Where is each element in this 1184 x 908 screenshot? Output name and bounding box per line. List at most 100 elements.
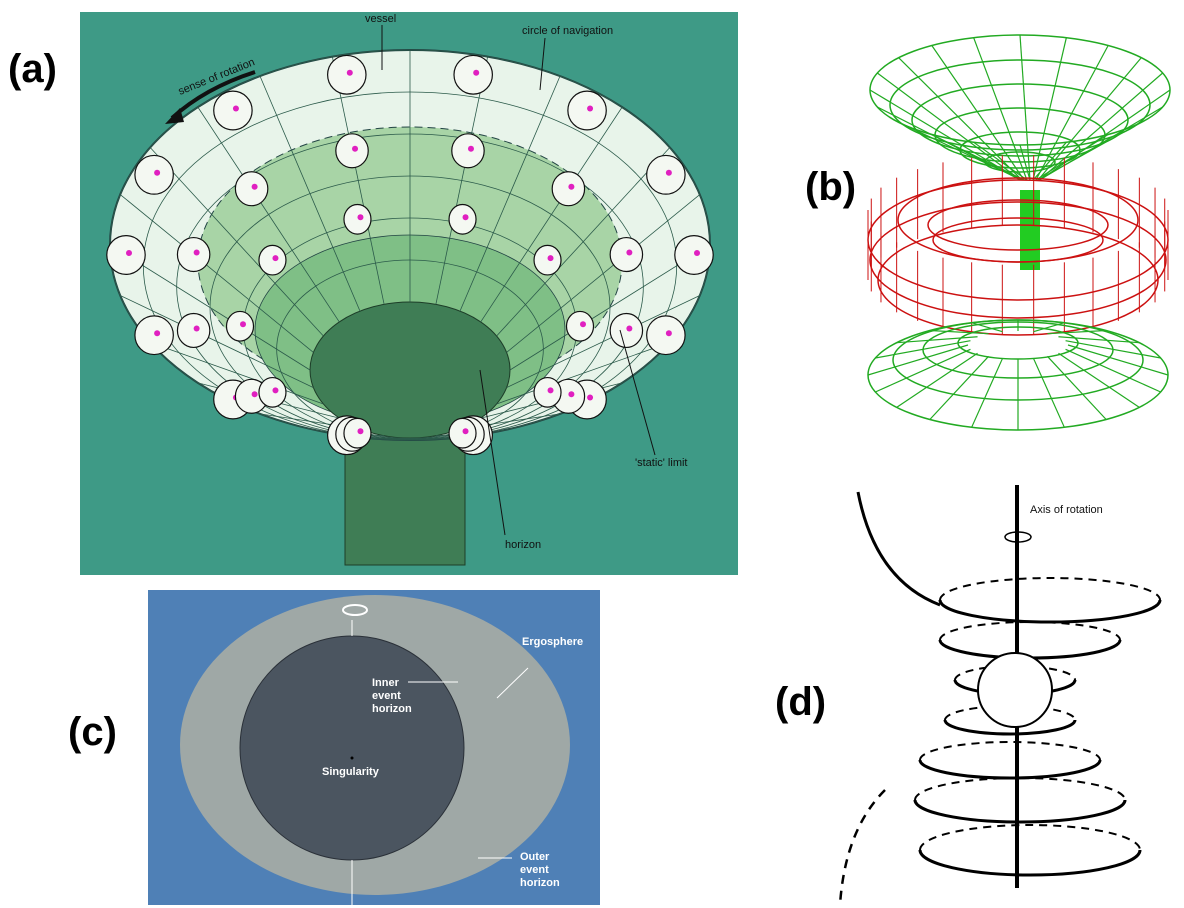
vessel-dot [462,214,469,221]
vessel-dot [357,428,364,435]
annotation: circle of navigation [522,25,613,37]
vessel-dot [357,214,364,221]
vessel-dot [251,183,258,190]
annotation: Outer event horizon [520,851,560,889]
vessel [225,310,255,342]
loop-front [918,759,1102,780]
wire [867,344,969,376]
loop-back [919,741,1101,761]
vessel [567,90,607,131]
vessel-dot [626,325,633,332]
vessel-dot [193,249,200,256]
grid-radial [480,106,623,323]
annotation: Singularity [322,766,380,778]
rotation-symbol [342,604,368,616]
vessel-dot [580,321,586,328]
vessel [134,315,174,356]
vessel-dot [547,387,554,394]
vessel-dot [665,169,672,176]
sphere [977,652,1053,728]
event-horizon [239,635,465,861]
grid-radial [109,244,311,371]
wire [889,59,1151,151]
wire [869,89,1021,181]
wire [973,141,1028,181]
annotation: Ergosphere [522,636,583,648]
vessel [106,235,146,275]
leader [619,329,656,456]
wire [1065,348,1161,393]
vessel-dot [694,250,700,256]
vessel-dot [154,169,161,176]
vessel [258,376,287,408]
vessel [213,90,253,131]
loop-back [919,824,1141,851]
annotation: Inner event horizon [372,677,412,715]
vessel [646,154,686,195]
grid-radial [459,75,561,312]
vessel [565,310,595,342]
vessel [343,203,372,235]
annotation: horizon [505,539,541,551]
grid-radial [150,342,324,405]
wire [959,131,1081,169]
wire [1065,340,1161,359]
wire [876,72,1021,181]
annotation: 'static' limit [635,457,687,469]
grid-radial [197,106,340,323]
wire [875,348,971,393]
wire [1035,45,1109,181]
vessel [551,171,586,207]
leader [479,369,506,536]
grid-radial [120,295,314,388]
vessel-dot [568,183,575,190]
wire [932,217,1104,263]
grid-radial [506,295,700,388]
loop-back [944,705,1076,721]
wire [973,37,1028,181]
spiral [913,577,1162,877]
wire [1019,144,1031,181]
loop-front [943,719,1077,736]
vessel-dot [240,321,246,328]
wire [1037,121,1142,181]
vessel [533,244,562,276]
grid-radial [509,244,711,371]
vessel [646,315,686,356]
loop-front [938,599,1162,624]
vessel [343,417,372,449]
vessel [335,133,369,169]
vessel [609,312,644,349]
singularity-dot [350,756,354,760]
wire [896,336,978,344]
wire [927,199,1109,251]
vessel-dot [587,105,594,112]
vessel-dot [473,69,480,76]
leader [539,37,546,91]
wire [1067,344,1169,376]
vessel [609,236,644,273]
torus [867,155,1169,336]
wire [1047,329,1107,335]
vessel [674,235,714,275]
wire [971,358,1004,428]
wire [1032,358,1065,428]
grid-radial [506,194,701,353]
upper-funnel [869,34,1171,181]
grid-radial [259,75,361,312]
wire [898,57,1023,181]
lower-funnel [867,319,1169,431]
wire [1039,89,1171,181]
grid-radial [149,147,324,337]
vessel-dot [251,391,258,398]
wire [896,352,978,408]
panel-label: (a) [8,47,57,91]
vessel-dot [587,394,594,401]
vessel-dot [232,105,239,112]
grid-radial [331,56,385,305]
grid-radial [435,56,489,305]
loop-back [939,621,1121,641]
vessel-dot [665,330,672,337]
vessel-dot [346,69,353,76]
